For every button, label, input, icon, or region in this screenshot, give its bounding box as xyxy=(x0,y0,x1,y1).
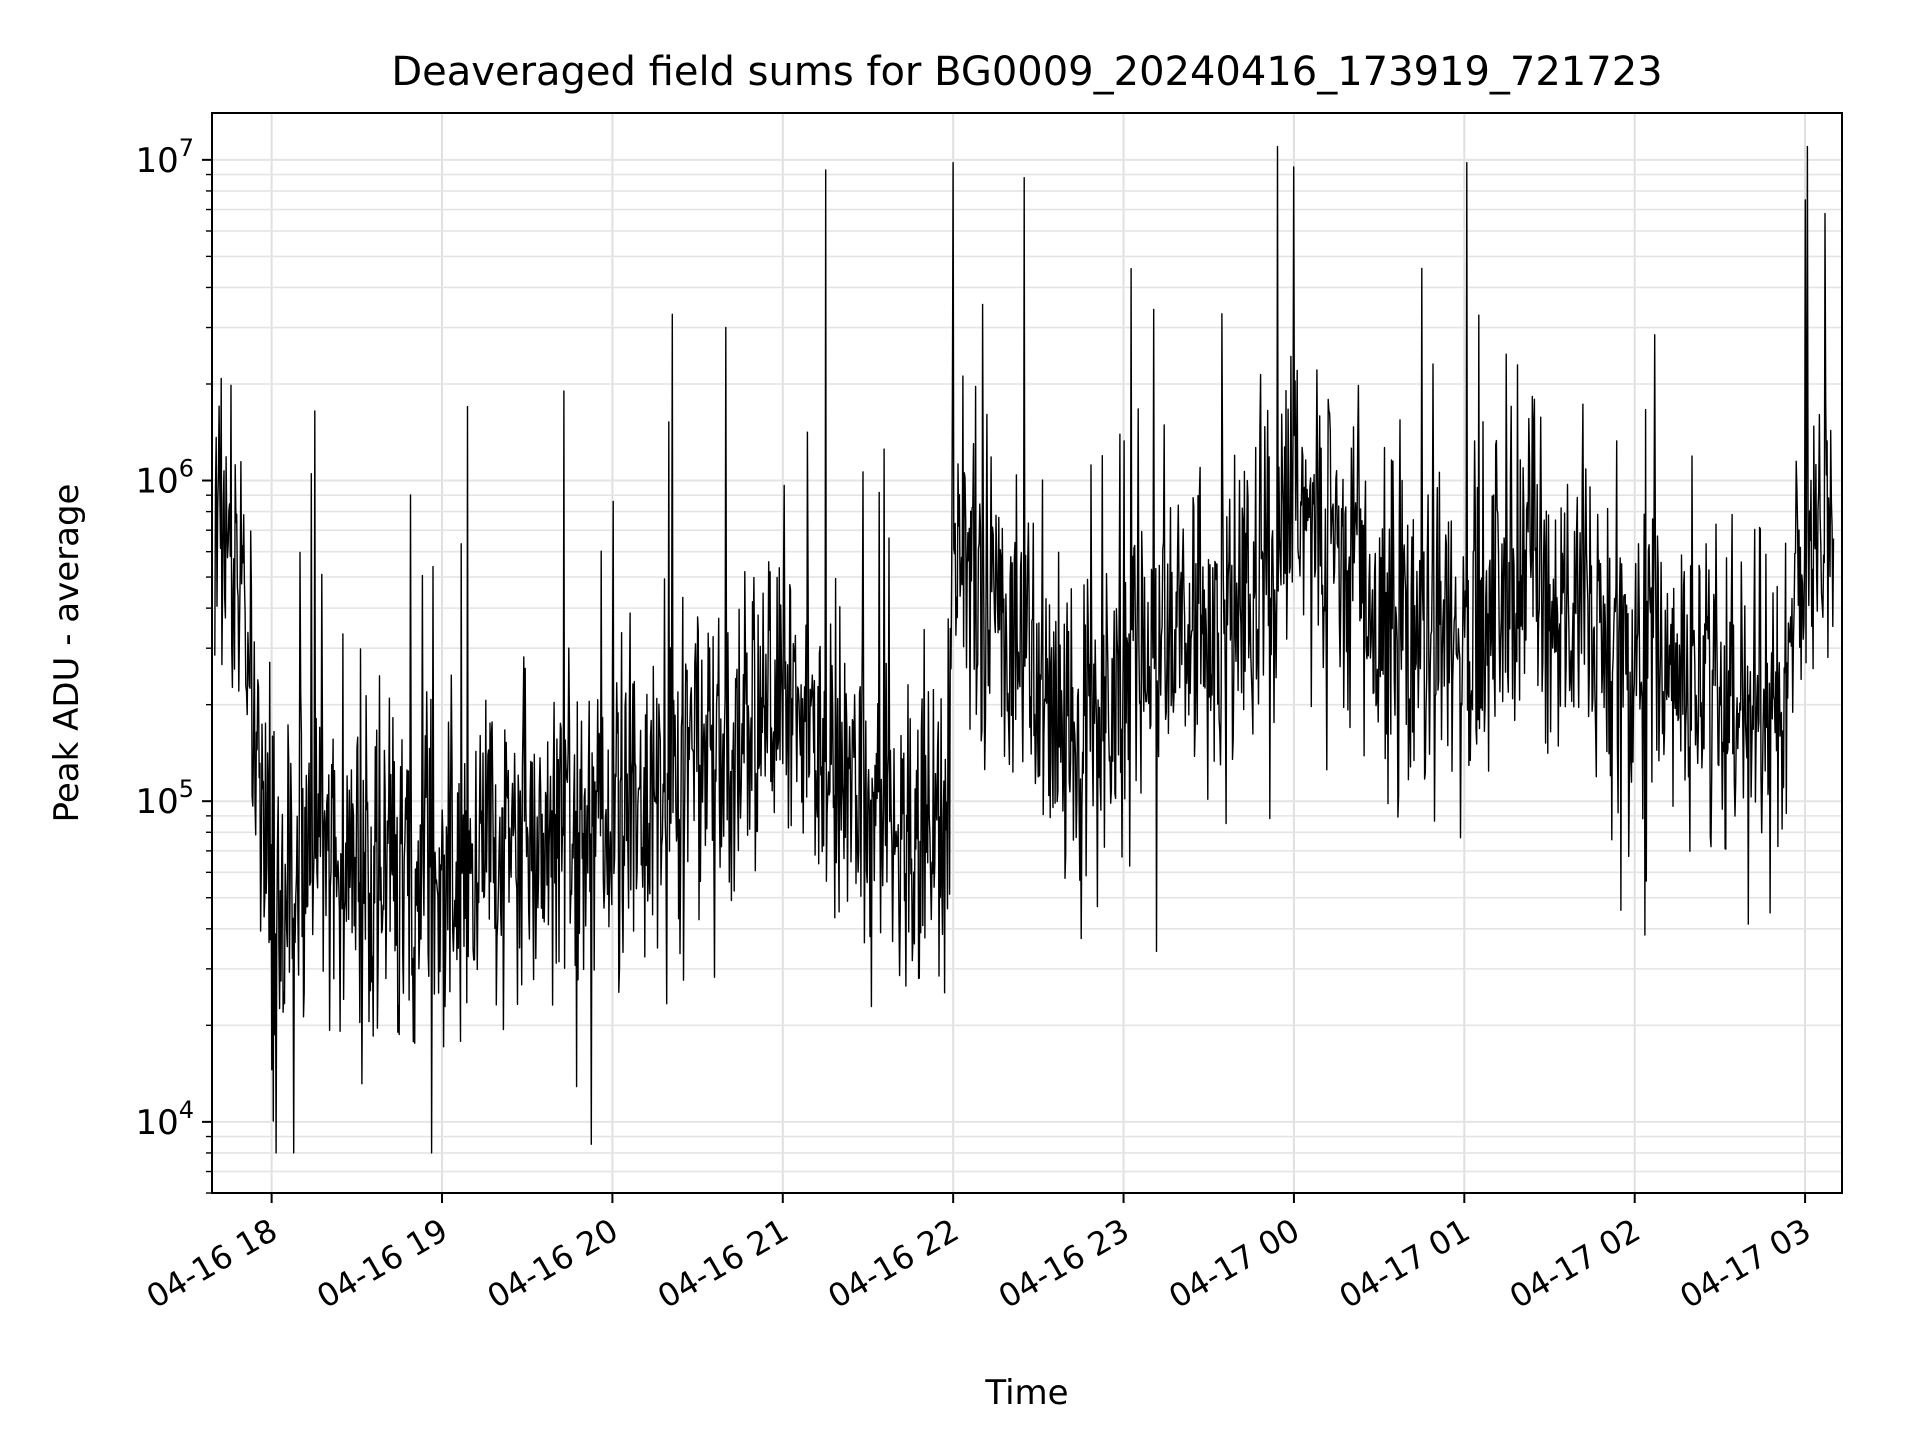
y-tick-label: 105 xyxy=(135,775,194,822)
y-tick-label: 104 xyxy=(135,1096,194,1143)
y-tick-label: 107 xyxy=(135,134,194,181)
x-axis-label: Time xyxy=(984,1373,1068,1413)
chart-title: Deaveraged field sums for BG0009_2024041… xyxy=(391,49,1662,95)
y-axis-label: Peak ADU - average xyxy=(47,484,87,823)
plot-frame xyxy=(211,112,1843,1194)
grid xyxy=(212,113,1842,1194)
series-line xyxy=(214,145,1835,1154)
data-series xyxy=(214,145,1835,1154)
y-tick-label: 106 xyxy=(135,455,194,502)
